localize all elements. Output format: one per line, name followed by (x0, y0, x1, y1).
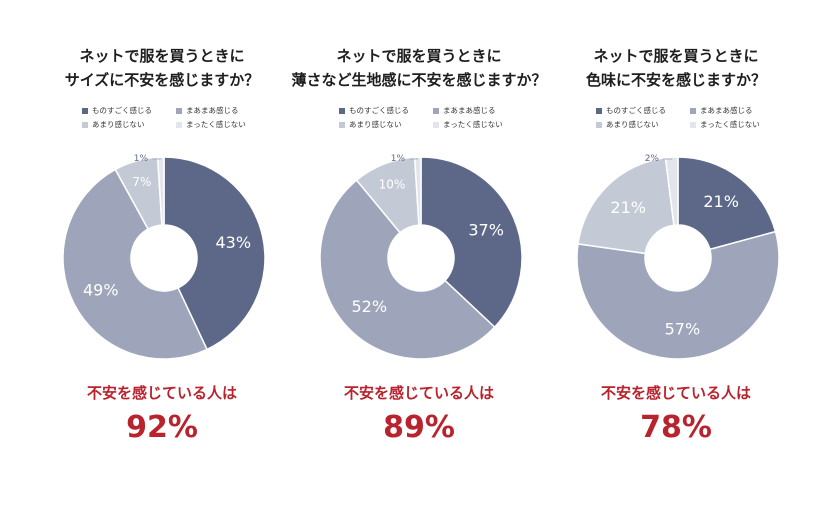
slice-somewhat-anxious (576, 230, 780, 360)
legend-swatch (339, 121, 345, 128)
slice-not-at-all (156, 156, 165, 226)
legend-item-not-at-all: まったく感じない (433, 120, 519, 129)
chart-title-line-2: 薄さなど生地感に不安を感じますか？ (291, 71, 547, 89)
slice-very-anxious (163, 156, 266, 351)
legend-swatch (433, 107, 439, 114)
chart-title: ネットで服を買うときに 薄さなど生地感に不安を感じますか？ (289, 44, 549, 92)
summary-value: 89% (383, 410, 455, 445)
legend-label: まあまあ感じる (186, 106, 239, 115)
legend-item-not-at-all: まったく感じない (176, 120, 262, 129)
slice-not-very (577, 156, 675, 255)
chart-panel-color: ネットで服を買うときに 色味に不安を感じますか？ ものすごく感じる まあまあ感じ… (546, 0, 806, 505)
data-label: 21% (703, 192, 739, 211)
slice-somewhat-anxious (62, 168, 209, 360)
legend-swatch (82, 121, 88, 128)
chart-legend: ものすごく感じる まあまあ感じる あまり感じない まったく感じない (339, 106, 519, 129)
slice-very-anxious (420, 156, 523, 329)
legend-item-not-very: あまり感じない (596, 120, 690, 129)
legend-label: ものすごく感じる (349, 106, 409, 115)
slice-not-at-all (413, 156, 422, 226)
legend-label: あまり感じない (92, 120, 145, 129)
legend-label: まあまあ感じる (700, 106, 753, 115)
data-label: 2% (645, 154, 660, 164)
slice-not-at-all (664, 156, 679, 227)
legend-swatch (176, 107, 182, 114)
legend-item-somewhat-anxious: まあまあ感じる (433, 106, 519, 115)
legend-label: ものすごく感じる (606, 106, 666, 115)
summary-label: 不安を感じている人は (600, 384, 751, 402)
data-label: 1% (391, 154, 406, 164)
data-label: 57% (665, 319, 701, 338)
donut-chart: 43% 49% 7% 1% (62, 154, 266, 360)
data-label: 10% (379, 178, 406, 192)
summary-label: 不安を感じている人は (86, 384, 237, 402)
chart-panel-fabric: ネットで服を買うときに 薄さなど生地感に不安を感じますか？ ものすごく感じる ま… (289, 0, 549, 505)
legend-item-very-anxious: ものすごく感じる (339, 106, 433, 115)
summary-label: 不安を感じている人は (343, 384, 494, 402)
legend-item-somewhat-anxious: まあまあ感じる (176, 106, 262, 115)
legend-swatch (596, 107, 602, 114)
slice-very-anxious (677, 156, 777, 251)
chart-legend: ものすごく感じる まあまあ感じる あまり感じない まったく感じない (596, 106, 776, 129)
legend-swatch (596, 121, 602, 128)
chart-title-line-2: 色味に不安を感じますか？ (585, 71, 766, 89)
chart-title: ネットで服を買うときに 色味に不安を感じますか？ (546, 44, 806, 92)
legend-label: まったく感じない (700, 120, 760, 129)
chart-title-line-1: ネットで服を買うときに (336, 47, 502, 65)
legend-swatch (176, 121, 182, 128)
legend-label: まったく感じない (186, 120, 246, 129)
chart-legend: ものすごく感じる まあまあ感じる あまり感じない まったく感じない (82, 106, 262, 129)
legend-swatch (82, 107, 88, 114)
legend-item-not-at-all: まったく感じない (690, 120, 776, 129)
summary-value: 92% (126, 410, 198, 445)
legend-item-very-anxious: ものすごく感じる (82, 106, 176, 115)
legend-item-not-very: あまり感じない (339, 120, 433, 129)
slice-somewhat-anxious (319, 179, 496, 360)
data-label: 43% (216, 233, 252, 252)
chart-title-line-1: ネットで服を買うときに (79, 47, 245, 65)
data-label: 21% (610, 198, 646, 217)
legend-swatch (690, 107, 696, 114)
donut-chart: 37% 52% 10% 1% (319, 154, 523, 360)
chart-panel-size: ネットで服を買うときに サイズに不安を感じますか？ ものすごく感じる まあまあ感… (32, 0, 292, 505)
legend-swatch (339, 107, 345, 114)
data-label: 49% (83, 281, 119, 300)
legend-label: あまり感じない (606, 120, 659, 129)
data-label: 1% (134, 154, 149, 164)
legend-item-somewhat-anxious: まあまあ感じる (690, 106, 776, 115)
chart-title: ネットで服を買うときに サイズに不安を感じますか？ (32, 44, 292, 92)
data-label: 52% (351, 297, 387, 316)
donut-chart: 21% 57% 21% 2% (576, 154, 780, 360)
legend-label: あまり感じない (349, 120, 402, 129)
legend-item-very-anxious: ものすごく感じる (596, 106, 690, 115)
chart-title-line-1: ネットで服を買うときに (593, 47, 759, 65)
chart-title-line-2: サイズに不安を感じますか？ (64, 71, 260, 89)
legend-swatch (433, 121, 439, 128)
data-label: 37% (468, 220, 504, 239)
legend-item-not-very: あまり感じない (82, 120, 176, 129)
legend-label: ものすごく感じる (92, 106, 152, 115)
legend-swatch (690, 121, 696, 128)
data-label: 7% (132, 175, 151, 189)
legend-label: まったく感じない (443, 120, 503, 129)
legend-label: まあまあ感じる (443, 106, 496, 115)
summary-value: 78% (640, 410, 712, 445)
